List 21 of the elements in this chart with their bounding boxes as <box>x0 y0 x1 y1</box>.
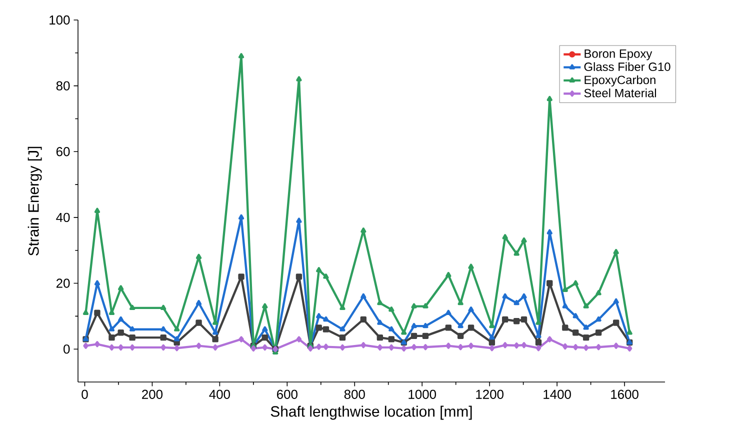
y-axis-title: Strain Energy [J] <box>28 146 42 256</box>
y-tick-label: 40 <box>56 212 70 222</box>
y-tick-label: 20 <box>56 278 70 288</box>
x-tick-label: 1600 <box>611 390 638 399</box>
legend-label: Glass Fiber G10 <box>584 62 670 72</box>
x-tick-label: 1400 <box>544 390 571 399</box>
x-tick-label: 1000 <box>408 390 436 399</box>
x-tick-label: 600 <box>277 390 298 399</box>
x-tick-label: 800 <box>344 390 365 399</box>
x-tick-label: 400 <box>209 390 230 399</box>
legend-label: Steel Material <box>584 88 656 98</box>
x-tick-label: 1200 <box>476 390 504 399</box>
legend-label: EpoxyCarbon <box>584 75 656 87</box>
x-tick-label: 0 <box>82 390 88 399</box>
y-tick-label: 0 <box>64 344 70 354</box>
y-tick-label: 60 <box>56 147 70 156</box>
y-tick-label: 100 <box>50 15 70 25</box>
legend-label: Boron Epoxy <box>584 50 652 60</box>
x-tick-label: 200 <box>142 390 163 399</box>
y-tick-label: 80 <box>56 81 70 90</box>
x-axis-title: Shaft lengthwise location [mm] <box>270 406 472 420</box>
